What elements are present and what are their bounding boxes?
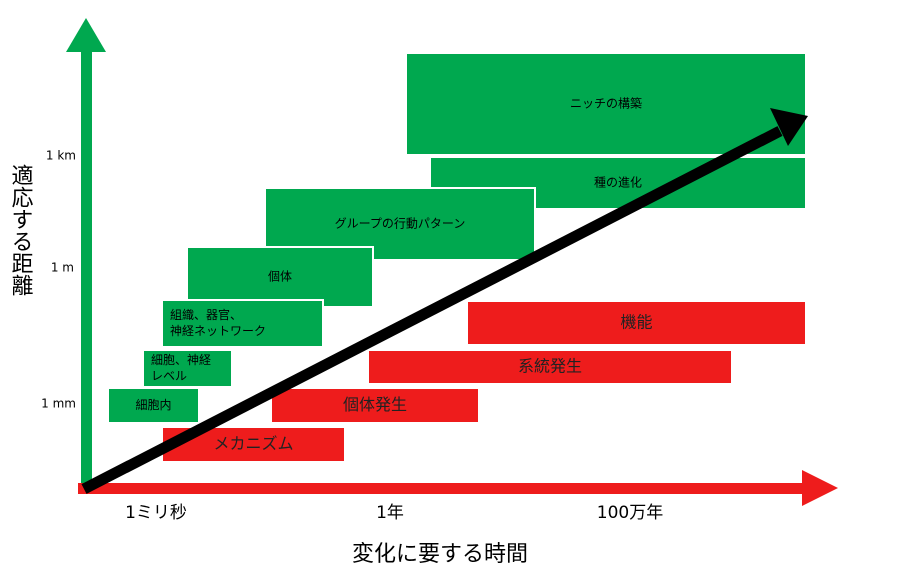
green-box-label: 細胞、神経 (151, 353, 211, 367)
x-axis-arrowhead (802, 470, 838, 506)
red-box-label: メカニズム (213, 434, 293, 453)
green-box-label: 種の進化 (594, 176, 642, 190)
green-box-label: 神経ネットワーク (170, 324, 266, 338)
x-axis (78, 483, 806, 494)
green-box-label: レベル (151, 369, 187, 383)
green-box-label: グループの行動パターン (335, 217, 466, 231)
green-box-label: 個体 (268, 270, 292, 284)
y-axis-title: 適応する距離 (8, 164, 34, 296)
green-box-label: ニッチの構築 (570, 96, 642, 111)
x-tick-label: 1ミリ秒 (125, 503, 187, 523)
green-box (161, 299, 324, 348)
y-axis-arrowhead (66, 18, 106, 52)
trend-arrow (81, 126, 783, 494)
y-tick-label: 1 m (51, 261, 74, 275)
red-box-label: 系統発生 (518, 357, 582, 376)
green-box (107, 387, 200, 424)
x-tick-label: 1年 (376, 503, 404, 523)
red-box (367, 349, 733, 385)
green-box-label: 細胞内 (135, 398, 171, 412)
y-tick-label: 1 km (46, 149, 76, 163)
x-axis-title: 変化に要する時間 (352, 542, 528, 567)
green-box (405, 52, 807, 156)
red-box (270, 387, 480, 424)
red-box-label: 個体発生 (343, 395, 407, 414)
y-axis (81, 50, 92, 490)
red-box-label: 機能 (620, 313, 652, 332)
trend-arrowhead (770, 108, 808, 146)
green-box (186, 246, 374, 308)
x-tick-label: 100万年 (597, 503, 663, 523)
green-box (142, 349, 233, 388)
red-box (466, 300, 807, 346)
green-box-label: 組織、器官、 (170, 307, 242, 322)
y-tick-label: 1 mm (41, 397, 76, 411)
